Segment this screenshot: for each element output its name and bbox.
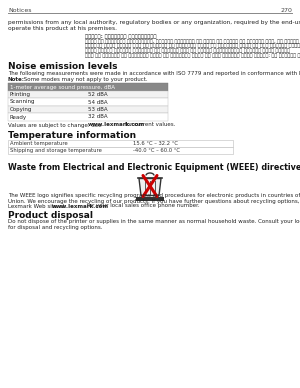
Text: 15.6 °C – 32.2 °C: 15.6 °C – 32.2 °C (133, 141, 178, 146)
Text: Lexmark Web site at: Lexmark Web site at (8, 203, 66, 208)
Text: 270: 270 (280, 8, 292, 13)
Bar (8, 98, 168, 106)
Text: 54 dBA: 54 dBA (88, 99, 108, 104)
Text: Union. We encourage the recycling of our products. If you have further questions: Union. We encourage the recycling of our… (8, 199, 300, 203)
Text: 1-meter average sound pressure, dBA: 1-meter average sound pressure, dBA (10, 85, 115, 90)
Text: Waste from Electrical and Electronic Equipment (WEEE) directive: Waste from Electrical and Electronic Equ… (8, 163, 300, 171)
Text: The WEEE logo signifies specific recycling programs and procedures for electroni: The WEEE logo signifies specific recycli… (8, 194, 300, 199)
Text: for your local sales office phone number.: for your local sales office phone number… (85, 203, 200, 208)
Text: for disposal and recycling options.: for disposal and recycling options. (8, 225, 103, 229)
Text: 32 dBA: 32 dBA (88, 114, 108, 120)
Text: इसके अलावा नियामक निकायों से अनुमति लें जो अंतिम उपयोगकर्ता द्वारा अपने परिसर: इसके अलावा नियामक निकायों से अनुमति लें … (85, 48, 290, 53)
Text: Scanning: Scanning (10, 99, 35, 104)
Text: Printing: Printing (10, 92, 31, 97)
Bar (8, 83, 168, 90)
Text: 53 dBA: 53 dBA (88, 107, 108, 112)
Bar (8, 106, 168, 113)
Text: The following measurements were made in accordance with ISO 7779 and reported in: The following measurements were made in … (8, 71, 300, 76)
Text: द्वारा अपने परिसर में इस उत्पाद को स्थापित करने और संचालित करने के लिए आवश्यक है: द्वारा अपने परिसर में इस उत्पाद को स्थाप… (85, 43, 300, 48)
Text: operate this product at his premises.: operate this product at his premises. (8, 26, 117, 31)
Text: -40.0 °C – 60.0 °C: -40.0 °C – 60.0 °C (133, 148, 180, 153)
Text: www.lexmark.com: www.lexmark.com (88, 123, 145, 128)
Text: नोटिस: स्थानीय प्राधिकरण: नोटिस: स्थानीय प्राधिकरण (85, 34, 157, 39)
Text: www.lexmark.com: www.lexmark.com (52, 203, 109, 208)
Text: Some modes may not apply to your product.: Some modes may not apply to your product… (22, 77, 148, 82)
Text: Ready: Ready (10, 114, 27, 120)
Text: Do not dispose of the printer or supplies in the same manner as normal household: Do not dispose of the printer or supplie… (8, 220, 300, 225)
Bar (8, 90, 168, 98)
Bar (8, 113, 168, 121)
Text: Values are subject to change. See: Values are subject to change. See (8, 123, 103, 128)
Text: 52 dBA: 52 dBA (88, 92, 108, 97)
Bar (8, 140, 233, 147)
Text: किसी भी स्थानीय प्राधिकरण, नियामक निकायों या किसी भी संगठन से अनुमति लें, जो अंत: किसी भी स्थानीय प्राधिकरण, नियामक निकायो… (85, 39, 300, 44)
Text: में इस उत्पाद को स्थापित करने और संचालित करने के लिए आवश्यक हैं। नोटिस: इस उत्पा: में इस उत्पाद को स्थापित करने और संचालित… (85, 52, 300, 57)
Polygon shape (139, 178, 161, 196)
Text: Copying: Copying (10, 107, 32, 112)
Text: Notices: Notices (8, 8, 32, 13)
Text: for current values.: for current values. (123, 123, 176, 128)
Text: Noise emission levels: Noise emission levels (8, 62, 118, 71)
Text: Product disposal: Product disposal (8, 211, 93, 220)
Text: Shipping and storage temperature: Shipping and storage temperature (10, 148, 102, 153)
Text: Temperature information: Temperature information (8, 130, 136, 140)
Text: permissions from any local authority, regulatory bodies or any organization, req: permissions from any local authority, re… (8, 20, 300, 25)
Text: Ambient temperature: Ambient temperature (10, 141, 68, 146)
Bar (136, 196, 164, 201)
Text: Note:: Note: (8, 77, 25, 82)
Bar (8, 147, 233, 154)
